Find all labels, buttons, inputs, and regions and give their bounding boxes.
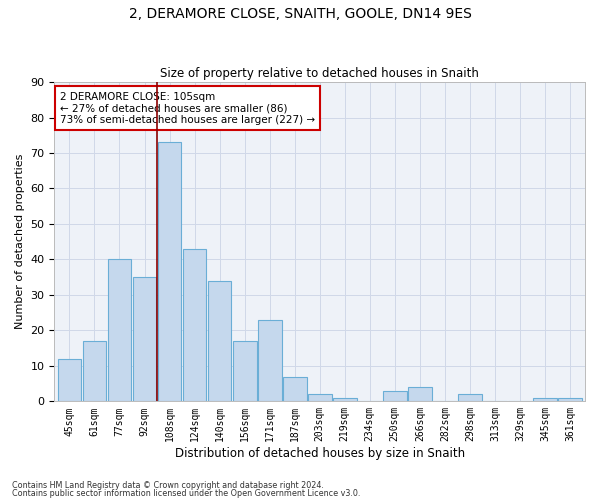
Bar: [308, 394, 332, 402]
Bar: [458, 394, 482, 402]
Bar: [283, 376, 307, 402]
Bar: [208, 280, 232, 402]
Bar: [182, 249, 206, 402]
Bar: [533, 398, 557, 402]
X-axis label: Distribution of detached houses by size in Snaith: Distribution of detached houses by size …: [175, 447, 465, 460]
Bar: [133, 277, 157, 402]
Bar: [383, 390, 407, 402]
Text: 2, DERAMORE CLOSE, SNAITH, GOOLE, DN14 9ES: 2, DERAMORE CLOSE, SNAITH, GOOLE, DN14 9…: [128, 8, 472, 22]
Y-axis label: Number of detached properties: Number of detached properties: [15, 154, 25, 330]
Title: Size of property relative to detached houses in Snaith: Size of property relative to detached ho…: [160, 66, 479, 80]
Text: Contains HM Land Registry data © Crown copyright and database right 2024.: Contains HM Land Registry data © Crown c…: [12, 481, 324, 490]
Text: 2 DERAMORE CLOSE: 105sqm
← 27% of detached houses are smaller (86)
73% of semi-d: 2 DERAMORE CLOSE: 105sqm ← 27% of detach…: [60, 92, 315, 125]
Bar: [83, 341, 106, 402]
Bar: [233, 341, 257, 402]
Bar: [408, 387, 432, 402]
Bar: [58, 359, 82, 402]
Bar: [258, 320, 281, 402]
Bar: [333, 398, 356, 402]
Text: Contains public sector information licensed under the Open Government Licence v3: Contains public sector information licen…: [12, 488, 361, 498]
Bar: [158, 142, 181, 402]
Bar: [107, 260, 131, 402]
Bar: [558, 398, 582, 402]
